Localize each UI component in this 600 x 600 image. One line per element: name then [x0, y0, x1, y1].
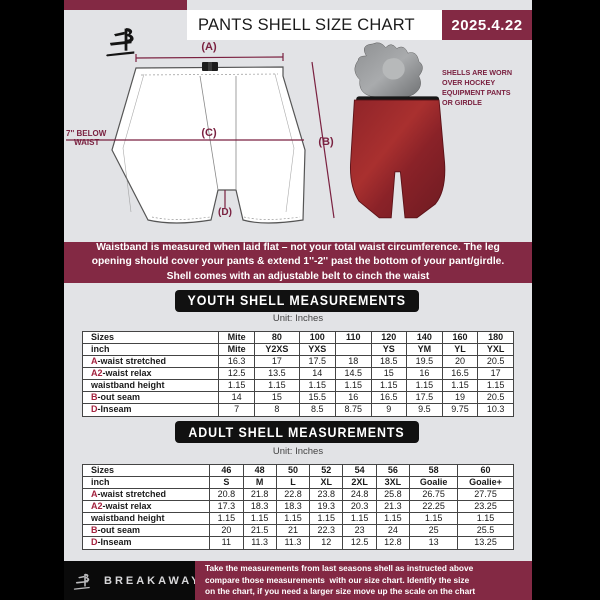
svg-text:7'' BELOW: 7'' BELOW: [66, 129, 107, 138]
svg-text:(C): (C): [201, 127, 217, 139]
svg-text:OVER HOCKEY: OVER HOCKEY: [442, 78, 495, 87]
svg-text:WAIST: WAIST: [74, 138, 99, 147]
svg-text:EQUIPMENT PANTS: EQUIPMENT PANTS: [442, 88, 511, 97]
svg-text:(D): (D): [218, 207, 232, 218]
svg-text:SHELLS ARE WORN: SHELLS ARE WORN: [442, 68, 512, 77]
svg-text:(B): (B): [318, 136, 334, 148]
svg-text:(A): (A): [201, 41, 217, 53]
svg-text:OR GIRDLE: OR GIRDLE: [442, 98, 482, 107]
